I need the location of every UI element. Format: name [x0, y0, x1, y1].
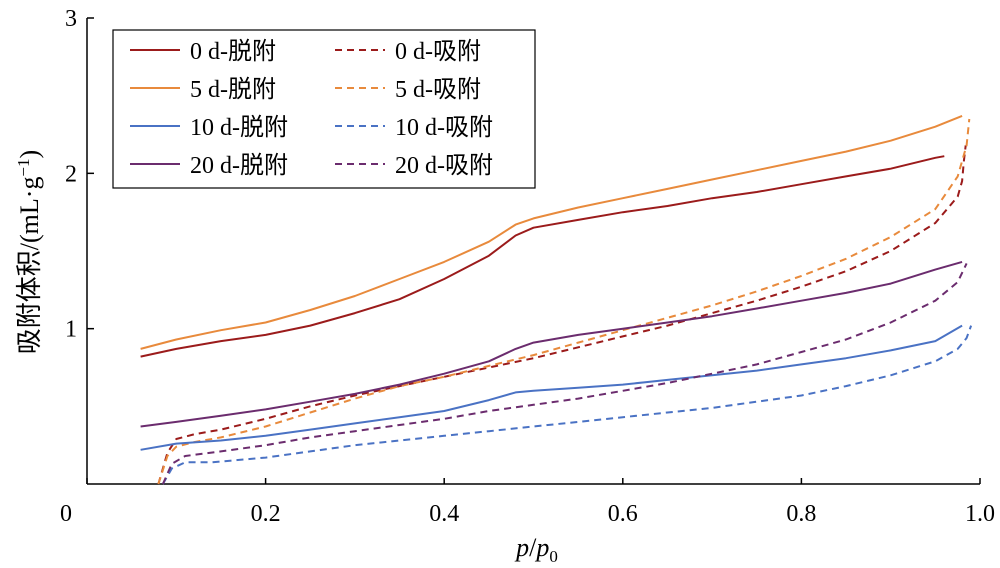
series-line-4	[140, 324, 963, 451]
axes: 0 0.2 0.4 0.6 0.8 1.0 1 2 3	[60, 6, 995, 527]
series-line-7	[161, 262, 968, 485]
legend-box	[112, 29, 536, 189]
y-axis-title: 吸附体积/(mL·g−1)	[14, 150, 44, 354]
series-line-1	[157, 145, 967, 485]
x-axis-title-p0: p	[534, 533, 549, 562]
x-axis-title-p: p	[514, 533, 529, 562]
series-line-2	[140, 114, 963, 350]
series-line-6	[140, 260, 963, 428]
x-axis-title-slash: /	[529, 533, 537, 562]
x-tick-label: 0.6	[608, 501, 638, 527]
series-line-5	[162, 325, 973, 485]
legend-label-0: 0 d-脱附	[190, 38, 276, 65]
x-tick-label: 0.2	[251, 501, 281, 527]
series-line-3	[157, 118, 971, 485]
legend-label-4: 10 d-脱附	[190, 114, 288, 141]
y-axis-title-main: 吸附体积/(mL·g	[15, 177, 44, 355]
x-tick-label: 0	[60, 501, 72, 527]
y-tick-label: 3	[65, 6, 77, 32]
legend-label-7: 20 d-吸附	[395, 152, 493, 179]
x-tick-label: 0.8	[786, 501, 816, 527]
y-tick-label: 2	[65, 161, 77, 187]
series-layer	[140, 114, 973, 485]
x-axis-title-subscript: 0	[549, 547, 558, 566]
legend-label-6: 20 d-脱附	[190, 152, 288, 179]
x-axis-title: p/p0	[514, 533, 558, 566]
y-axis-title-close: )	[15, 150, 44, 159]
x-tick-label: 0.4	[429, 501, 459, 527]
y-tick-label: 1	[65, 317, 77, 343]
legend-label-1: 0 d-吸附	[395, 38, 481, 65]
y-axis-title-superscript: −1	[14, 158, 33, 176]
legend-label-2: 5 d-脱附	[190, 76, 276, 103]
legend-label-3: 5 d-吸附	[395, 76, 481, 103]
legend: 0 d-脱附 0 d-吸附 5 d-脱附 5 d-吸附 10 d-脱附 10 d-吸附 20…	[112, 29, 536, 189]
x-tick-label: 1.0	[965, 501, 995, 527]
legend-label-5: 10 d-吸附	[395, 114, 493, 141]
series-line-0	[140, 155, 945, 358]
